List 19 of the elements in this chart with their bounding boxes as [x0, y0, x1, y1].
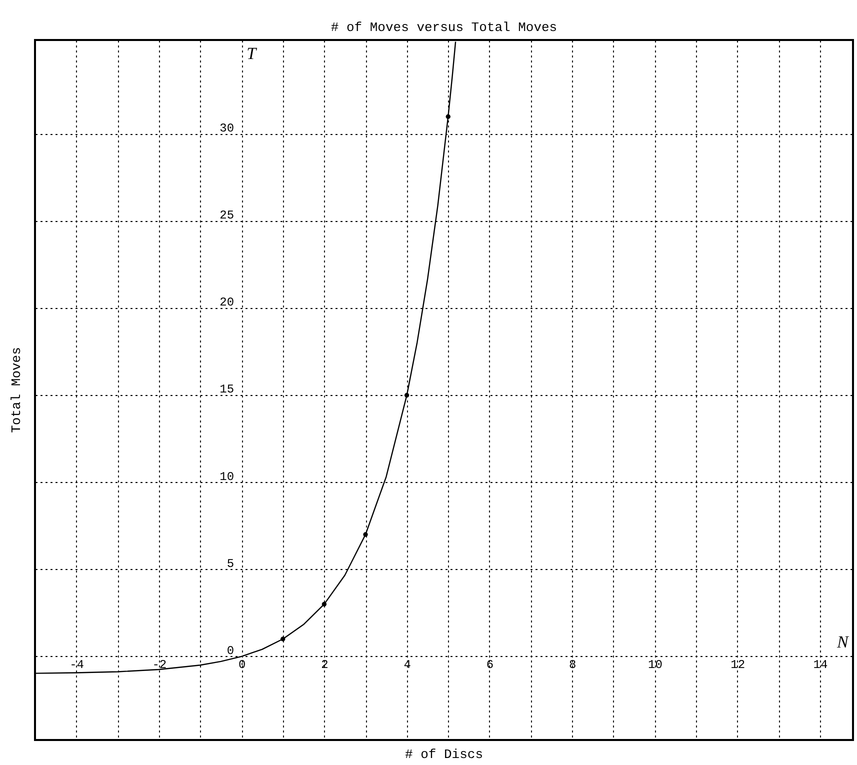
- chart-title: # of Moves versus Total Moves: [330, 20, 558, 35]
- x-tick-label: 10: [648, 658, 662, 672]
- x-tick-label: 14: [813, 658, 828, 672]
- y-tick-label: 25: [220, 208, 234, 223]
- x-tick-label: -2: [152, 658, 167, 672]
- annotation: T: [246, 44, 258, 63]
- y-tick-label: 0: [226, 644, 234, 658]
- x-tick-label: 8: [568, 658, 576, 672]
- y-tick-label: 15: [220, 382, 234, 397]
- x-tick-label: 0: [238, 658, 246, 672]
- y-tick-label: 10: [220, 470, 234, 484]
- annotation: N: [836, 632, 850, 652]
- y-tick-label: 5: [226, 556, 234, 571]
- y-tick-label: 20: [220, 296, 234, 310]
- x-axis-title: # of Discs: [404, 747, 484, 762]
- x-tick-label: 12: [730, 658, 746, 672]
- x-tick-label: -4: [70, 658, 84, 672]
- y-tick-label: 30: [220, 122, 234, 136]
- y-axis-title: Total Moves: [9, 347, 24, 433]
